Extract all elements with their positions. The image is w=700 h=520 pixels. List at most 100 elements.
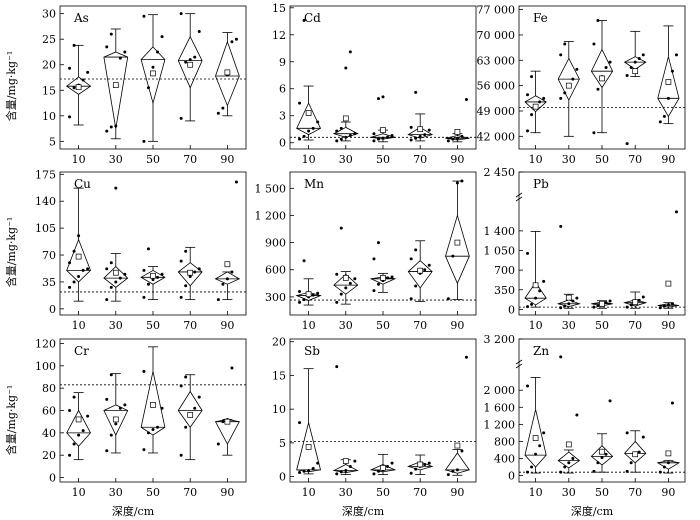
- box-diamond: [295, 291, 322, 301]
- data-point: [567, 302, 571, 306]
- x-tick-label: 50: [146, 153, 160, 166]
- box-diamond: [214, 419, 240, 445]
- mean-marker: [305, 444, 312, 450]
- data-point: [72, 280, 76, 284]
- mean-marker: [632, 451, 639, 458]
- data-point: [123, 50, 127, 54]
- data-point: [335, 129, 339, 133]
- data-point: [105, 45, 109, 49]
- data-point: [455, 136, 459, 140]
- data-point: [409, 257, 413, 261]
- box-diamond: [332, 464, 359, 473]
- data-point: [230, 40, 234, 44]
- y-tick-label: 25: [42, 33, 56, 46]
- data-point: [109, 32, 113, 36]
- panel-sb: 0 5 10 15 20 10 30 50 70 90 Sb: [272, 336, 477, 499]
- data-point: [666, 303, 670, 307]
- data-point: [179, 259, 183, 263]
- x-tick-label: 10: [302, 153, 316, 166]
- mean-marker: [454, 442, 461, 449]
- data-point: [72, 395, 76, 399]
- x-axis-label-col-1: 深度/cm: [112, 504, 155, 518]
- data-point: [86, 70, 90, 74]
- data-point: [68, 285, 72, 289]
- data-point: [604, 66, 608, 70]
- mean-marker: [112, 269, 119, 276]
- panel-cd: 0 3 6 9 12 15 10 30 50 70 90 Cd: [272, 2, 477, 166]
- mean-marker: [224, 69, 231, 76]
- data-point: [455, 181, 459, 185]
- data-point: [670, 69, 674, 73]
- x-tick-label: 90: [661, 319, 675, 332]
- x-tick-label: 90: [220, 153, 234, 166]
- data-point: [307, 129, 311, 133]
- data-point: [68, 453, 72, 457]
- y-tick-label: 70: [42, 249, 56, 262]
- x-tick-label: 30: [339, 319, 353, 332]
- y-tick-label: 1 200: [255, 209, 287, 222]
- data-point: [344, 135, 348, 139]
- y-tick-label: 300: [265, 291, 286, 304]
- data-point: [604, 301, 608, 305]
- data-point: [414, 248, 418, 252]
- data-point: [335, 472, 339, 476]
- x-tick-label: 10: [72, 153, 86, 166]
- data-point: [658, 120, 662, 124]
- data-point: [156, 425, 160, 429]
- data-point: [216, 442, 220, 446]
- data-point: [197, 395, 201, 399]
- x-tick-label: 50: [595, 319, 609, 332]
- x-tick-label: 90: [220, 486, 234, 499]
- mean-marker: [305, 110, 312, 116]
- data-point: [302, 18, 306, 22]
- y-tick-label: 56 000: [477, 80, 516, 93]
- y-tick-label: 6: [279, 83, 286, 96]
- data-point: [109, 261, 113, 265]
- data-point: [123, 403, 127, 407]
- x-tick-label: 50: [595, 486, 609, 499]
- y-tick-label: 105: [35, 222, 56, 235]
- data-point: [460, 134, 464, 138]
- data-point: [386, 464, 390, 468]
- data-point: [451, 254, 455, 258]
- data-point: [460, 449, 464, 453]
- data-point: [670, 401, 674, 405]
- data-point: [298, 137, 302, 141]
- data-point: [311, 293, 315, 297]
- mean-marker: [565, 82, 572, 89]
- box-diamond: [369, 464, 397, 473]
- data-point: [571, 299, 575, 303]
- mean-marker: [632, 299, 639, 305]
- panel-cu: 0 35 70 105 140 175 10 30 50 70 90 Cu: [35, 168, 247, 332]
- mean-marker: [532, 103, 539, 110]
- data-point: [230, 366, 234, 370]
- data-point: [146, 86, 150, 90]
- data-point: [160, 35, 164, 39]
- y-tick-label: 0: [508, 303, 515, 316]
- mean-marker: [599, 448, 605, 455]
- data-point: [353, 132, 357, 136]
- x-tick-label: 50: [376, 319, 390, 332]
- data-point: [184, 60, 188, 64]
- y-tick-label: 20: [42, 59, 56, 72]
- data-point: [530, 113, 534, 117]
- x-tick-label: 30: [109, 319, 123, 332]
- data-point: [348, 281, 352, 285]
- data-point: [105, 449, 109, 453]
- data-point: [596, 303, 600, 307]
- box-diamond: [407, 126, 434, 139]
- x-tick-label: 30: [562, 153, 576, 166]
- data-point: [184, 249, 188, 253]
- mean-marker: [665, 450, 672, 457]
- y-tick-label: 15: [272, 369, 286, 382]
- data-point: [188, 275, 192, 279]
- data-point: [460, 179, 464, 183]
- x-tick-label: 50: [595, 153, 609, 166]
- data-point: [674, 53, 678, 57]
- panel-label: Sb: [304, 344, 320, 358]
- x-tick-label: 30: [109, 486, 123, 499]
- data-point: [559, 224, 563, 228]
- data-point: [109, 285, 113, 289]
- x-tick-label: 30: [109, 153, 123, 166]
- mean-marker: [112, 82, 119, 89]
